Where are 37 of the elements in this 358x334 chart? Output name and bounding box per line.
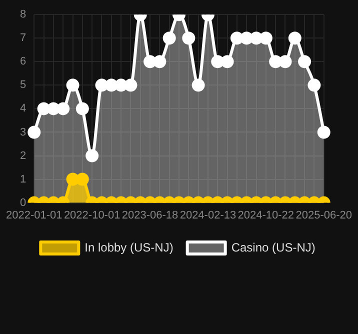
y-tick-label: 7 [20, 32, 26, 44]
point [144, 55, 157, 68]
point [37, 102, 50, 116]
legend-label: Casino (US-NJ) [231, 240, 316, 254]
y-tick-label: 2 [20, 150, 26, 162]
y-tick-label: 4 [20, 102, 26, 115]
x-tick-label: 2023-06-18 [122, 209, 178, 222]
point [240, 32, 254, 45]
point [259, 32, 272, 45]
point [66, 78, 80, 92]
point [153, 55, 166, 68]
point [162, 32, 176, 45]
x-tick-label: 2024-10-22 [238, 209, 294, 222]
point [220, 55, 234, 68]
point [192, 78, 205, 92]
y-tick-label: 6 [20, 56, 26, 68]
point [298, 55, 312, 68]
x-tick-label: 2022-01-01 [6, 209, 62, 222]
x-tick-label: 2024-02-13 [180, 209, 236, 222]
point [308, 78, 321, 92]
y-tick-label: 1 [20, 173, 26, 186]
point [76, 102, 89, 116]
y-tick-label: 3 [20, 126, 26, 138]
y-tick-label: 5 [20, 79, 26, 92]
point [56, 102, 70, 116]
point [124, 78, 138, 92]
y-tick-label: 8 [20, 8, 26, 21]
x-tick-label: 2025-06-20 [296, 209, 352, 222]
legend-label: In lobby (US-NJ) [84, 240, 174, 254]
point [288, 32, 302, 45]
point [269, 55, 282, 68]
point [278, 55, 292, 68]
point [114, 78, 128, 92]
x-tick-label: 2022-10-01 [64, 209, 120, 222]
point [182, 32, 196, 45]
y-tick-label: 0 [20, 196, 26, 209]
point [211, 55, 224, 68]
